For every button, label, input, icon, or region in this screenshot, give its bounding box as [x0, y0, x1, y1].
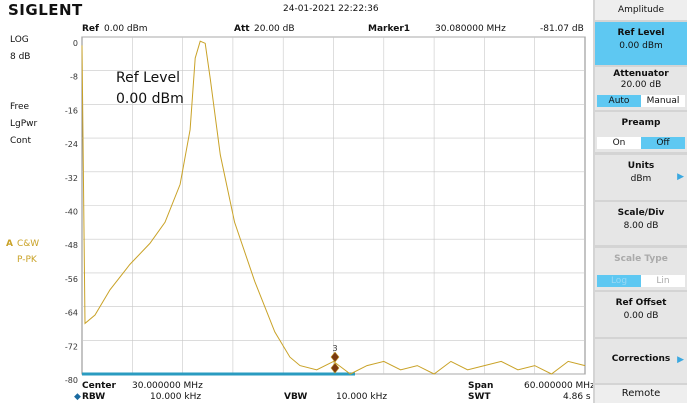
y-tick-label: -48: [65, 241, 78, 250]
ref-value: 0.00 dBm: [104, 24, 148, 34]
y-tick-label: -72: [65, 342, 78, 351]
key-value: 20.00 dB: [620, 80, 662, 90]
vbw-label: VBW: [284, 392, 308, 402]
corrections-key[interactable]: Corrections ▶: [595, 339, 687, 383]
off-option[interactable]: Off: [641, 137, 685, 149]
center-label: Center: [82, 381, 116, 391]
toggle: Log Lin: [597, 275, 685, 287]
key-label: Scale/Div: [617, 208, 665, 218]
submenu-arrow: ▶: [677, 355, 684, 365]
key-label: Attenuator: [613, 69, 669, 79]
trace-mode: C&W: [17, 239, 40, 249]
key-label: Ref Offset: [615, 298, 667, 308]
span-label: Span: [468, 381, 494, 391]
y-tick-label: -64: [65, 309, 78, 318]
key-value: dBm: [630, 174, 652, 184]
spectrum-chart: 0 -8 -16 -24 -32 -40 -48 -56 -64 -72 -80 3: [65, 36, 586, 385]
marker-level: -81.07 dB: [540, 24, 584, 34]
key-value: 8.00 dB: [623, 221, 659, 231]
lin-option[interactable]: Lin: [641, 275, 685, 287]
datetime: 24-01-2021 22:22:36: [283, 4, 379, 14]
trace-letter: A: [6, 239, 13, 249]
marker-number: 3: [332, 344, 337, 353]
marker-label: Marker1: [368, 24, 411, 34]
detector-type: LgPwr: [10, 119, 38, 129]
scale-type-key[interactable]: Scale Type Log Lin: [595, 248, 687, 290]
att-value: 20.00 dB: [254, 24, 295, 34]
center-value: 30.000000 MHz: [132, 381, 203, 391]
brand: SIGLENT: [8, 1, 83, 19]
y-tick-label: -80: [65, 376, 78, 385]
y-tick-label: 0: [73, 39, 78, 48]
span-value: 60.000000 MHz: [524, 381, 595, 391]
auto-option[interactable]: Auto: [597, 95, 641, 107]
rbw-diamond: ◆: [74, 392, 81, 402]
marker-freq: 30.080000 MHz: [435, 24, 506, 34]
swt-label: SWT: [468, 392, 491, 402]
submenu-arrow: ▶: [677, 172, 684, 182]
ref-label: Ref: [82, 24, 99, 34]
trace: [81, 40, 586, 375]
log-option[interactable]: Log: [597, 275, 641, 287]
y-tick-label: -24: [65, 140, 78, 149]
scale-div: 8 dB: [10, 52, 31, 62]
softkey-menu: Amplitude Ref Level 0.00 dBm Attenuator …: [593, 0, 687, 403]
manual-option[interactable]: Manual: [641, 95, 685, 107]
trace-detector: P-PK: [17, 255, 37, 265]
key-label: Corrections: [611, 354, 671, 364]
y-tick-label: -8: [70, 73, 78, 82]
scale-div-key[interactable]: Scale/Div 8.00 dB: [595, 202, 687, 245]
swt-value: 4.86 s: [563, 392, 591, 402]
attenuator-key[interactable]: Attenuator 20.00 dB Auto Manual: [595, 67, 687, 110]
y-tick-label: -40: [65, 208, 78, 217]
overlay-title: Ref Level: [116, 70, 181, 86]
key-label: Preamp: [621, 118, 661, 128]
units-key[interactable]: Units dBm ▶: [595, 155, 687, 200]
ref-level-key[interactable]: Ref Level 0.00 dBm: [595, 22, 687, 65]
overlay-value: 0.00 dBm: [116, 91, 184, 107]
att-label: Att: [234, 24, 250, 34]
scale: LOG: [10, 35, 29, 45]
menu-title: Amplitude: [595, 0, 687, 20]
rbw-label: RBW: [82, 392, 106, 402]
vbw-value: 10.000 kHz: [336, 392, 388, 402]
key-label: Scale Type: [614, 254, 668, 264]
trigger: Free: [10, 102, 30, 112]
toggle: Auto Manual: [597, 95, 685, 107]
marker-diamond: [330, 351, 340, 374]
on-option[interactable]: On: [597, 137, 641, 149]
rbw-value: 10.000 kHz: [150, 392, 202, 402]
toggle: On Off: [597, 137, 685, 149]
remote-status: Remote: [595, 385, 687, 403]
y-tick-label: -32: [65, 174, 78, 183]
key-label: Ref Level: [617, 28, 665, 38]
y-tick-label: -16: [65, 106, 78, 115]
ref-offset-key[interactable]: Ref Offset 0.00 dB: [595, 292, 687, 337]
preamp-key[interactable]: Preamp On Off: [595, 112, 687, 152]
sweep: Cont: [10, 136, 32, 146]
key-value: 0.00 dB: [623, 311, 659, 321]
y-tick-label: -56: [65, 275, 78, 284]
key-label: Units: [627, 161, 655, 171]
key-value: 0.00 dBm: [619, 41, 663, 51]
